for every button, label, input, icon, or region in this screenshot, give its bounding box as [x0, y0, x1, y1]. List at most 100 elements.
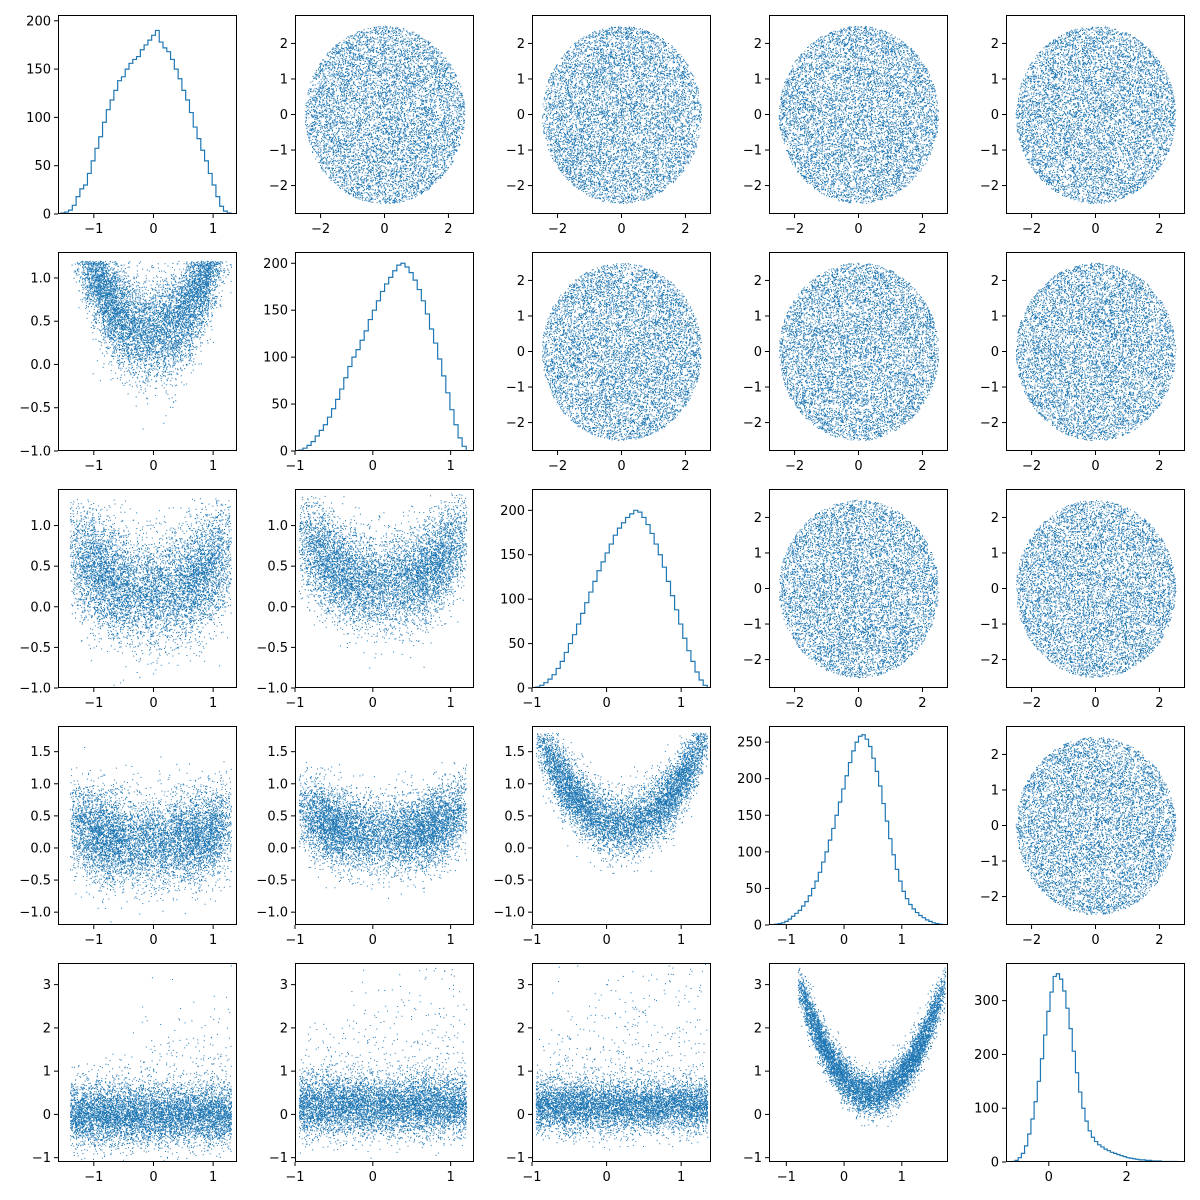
y-tick-label: 0 — [280, 108, 288, 123]
y-tick-label: 2 — [991, 274, 999, 289]
y-tick-label: 3 — [43, 978, 51, 993]
x-tick-label: 0 — [840, 1170, 848, 1185]
y-tick-label: 2 — [517, 37, 525, 52]
x-tick-label: 0 — [1091, 696, 1099, 711]
x-tick-label: −2 — [548, 459, 567, 474]
x-tick-label: −2 — [785, 696, 804, 711]
x-tick-label: 0 — [149, 696, 157, 711]
y-tick-label: −0.5 — [256, 874, 288, 889]
scatter-points — [71, 260, 232, 430]
scatter-points — [70, 747, 232, 923]
x-tick-label: 0 — [854, 459, 862, 474]
y-tick-label: 0.0 — [267, 841, 288, 856]
x-tick-label: 1 — [447, 459, 455, 474]
x-tick-label: 2 — [918, 459, 926, 474]
axes-frame — [295, 726, 474, 925]
y-tick-label: 100 — [500, 593, 525, 608]
y-tick-label: 0 — [517, 1108, 525, 1123]
y-tick-label: −1 — [506, 1151, 525, 1166]
plot-area — [70, 498, 232, 688]
y-tick-label: 0 — [754, 1108, 762, 1123]
x-tick-label: −2 — [1022, 222, 1041, 237]
scatter-points — [535, 963, 709, 1151]
x-tick-label: −1 — [522, 696, 541, 711]
y-tick-label: 2 — [991, 511, 999, 526]
y-tick-label: 0 — [754, 108, 762, 123]
plot-area — [542, 263, 702, 442]
x-tick-label: 2 — [1155, 459, 1163, 474]
subplot-r0-c3: −2 0 2 −2 −1 0 1 2 — [743, 15, 948, 237]
y-tick-label: 50 — [508, 637, 525, 652]
y-tick-label: −1 — [980, 618, 999, 633]
plot-area — [797, 967, 947, 1127]
x-tick-label: 0 — [369, 696, 377, 711]
x-tick-label: −1 — [285, 1170, 304, 1185]
y-tick-label: 1.5 — [30, 745, 51, 760]
y-tick-label: −1 — [743, 144, 762, 159]
y-tick-label: 2 — [754, 37, 762, 52]
y-tick-label: −2 — [743, 416, 762, 431]
x-tick-label: 1 — [209, 459, 217, 474]
x-tick-label: −2 — [1022, 933, 1041, 948]
axes-frame — [769, 252, 948, 451]
y-tick-label: 2 — [280, 37, 288, 52]
y-tick-label: 50 — [271, 398, 288, 413]
scatter-points — [305, 25, 466, 205]
y-tick-label: 50 — [745, 882, 762, 897]
plot-area — [60, 29, 232, 214]
plot-area — [778, 262, 940, 441]
plot-area — [298, 262, 467, 451]
axes-frame — [769, 15, 948, 214]
x-tick-label: 0 — [1045, 1170, 1053, 1185]
axes-frame — [1006, 963, 1185, 1162]
y-tick-label: 1 — [991, 783, 999, 798]
x-tick-label: −1 — [84, 696, 103, 711]
axes-frame — [58, 963, 237, 1162]
y-tick-label: 3 — [754, 978, 762, 993]
subplot-r4-c4: 0 2 0 100 200 300 — [974, 963, 1185, 1185]
y-tick-label: 200 — [263, 257, 288, 272]
scatter-points — [1015, 26, 1177, 204]
y-tick-label: 1.0 — [504, 777, 525, 792]
scatter-points — [1015, 737, 1177, 915]
y-tick-label: 2 — [43, 1021, 51, 1036]
y-tick-label: −1 — [980, 855, 999, 870]
scatter-points — [70, 498, 232, 688]
axes-frame — [769, 963, 948, 1162]
x-tick-label: 2 — [918, 696, 926, 711]
y-tick-label: 2 — [517, 1021, 525, 1036]
scatter-points — [778, 26, 939, 204]
x-tick-label: 0 — [1091, 933, 1099, 948]
x-tick-label: 2 — [1155, 222, 1163, 237]
x-tick-label: 0 — [369, 459, 377, 474]
scatter-points — [70, 965, 232, 1162]
y-tick-label: 0.5 — [30, 560, 51, 575]
axes-frame — [295, 489, 474, 688]
scatter-points — [797, 967, 947, 1127]
y-tick-label: 0 — [280, 1108, 288, 1123]
y-tick-label: −1 — [506, 381, 525, 396]
x-tick-label: 1 — [677, 696, 685, 711]
y-tick-label: 1 — [280, 72, 288, 87]
y-tick-label: 150 — [737, 809, 762, 824]
y-tick-label: −1 — [743, 1151, 762, 1166]
histogram-step-line — [774, 734, 943, 925]
x-tick-label: −2 — [1022, 696, 1041, 711]
x-tick-label: 1 — [209, 933, 217, 948]
y-tick-label: −2 — [980, 416, 999, 431]
axes-frame — [1006, 15, 1185, 214]
x-tick-label: 0 — [149, 933, 157, 948]
x-tick-label: 1 — [209, 222, 217, 237]
x-tick-label: 0 — [854, 696, 862, 711]
x-tick-label: −2 — [1022, 459, 1041, 474]
subplot-r3-c4: −2 0 2 −2 −1 0 1 2 — [980, 726, 1185, 948]
axes-frame — [58, 726, 237, 925]
y-tick-label: −2 — [980, 653, 999, 668]
y-tick-label: 0.0 — [30, 841, 51, 856]
y-tick-label: 2 — [280, 1021, 288, 1036]
plot-area — [1015, 262, 1177, 441]
y-tick-label: 200 — [974, 1048, 999, 1063]
plot-area — [779, 499, 940, 679]
plot-area — [71, 260, 232, 430]
